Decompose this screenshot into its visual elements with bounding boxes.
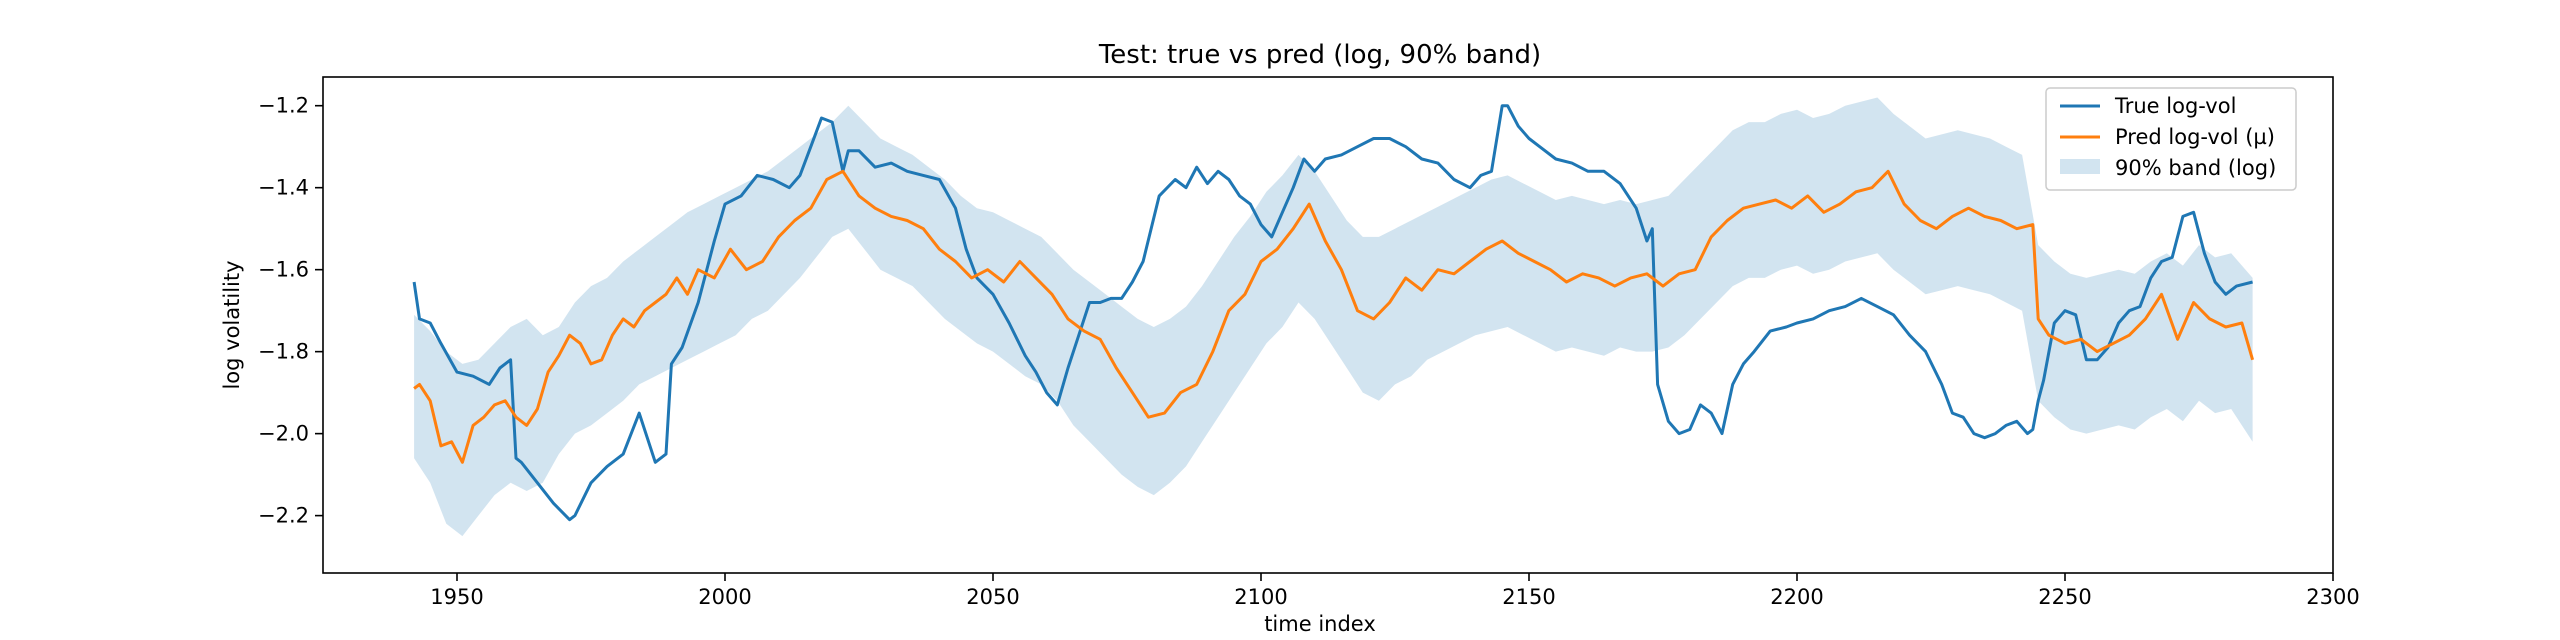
y-tick-label: −2.0 bbox=[258, 422, 309, 446]
x-tick-label: 2050 bbox=[966, 585, 1019, 609]
confidence-band bbox=[414, 97, 2253, 537]
x-axis-label: time index bbox=[1264, 612, 1376, 636]
y-tick-label: −1.6 bbox=[258, 258, 309, 282]
x-tick-label: 2250 bbox=[2038, 585, 2091, 609]
x-tick-label: 2100 bbox=[1234, 585, 1287, 609]
y-axis-label: log volatility bbox=[220, 260, 244, 389]
y-tick-label: −2.2 bbox=[258, 504, 309, 528]
y-tick-label: −1.2 bbox=[258, 94, 309, 118]
legend-box bbox=[2045, 87, 2297, 191]
x-tick-label: 2200 bbox=[1770, 585, 1823, 609]
plot-area bbox=[412, 97, 2255, 537]
x-tick-label: 2000 bbox=[698, 585, 751, 609]
y-tick-label: −1.4 bbox=[258, 176, 309, 200]
chart-title: Test: true vs pred (log, 90% band) bbox=[1098, 40, 1541, 70]
legend-label-band: 90% band (log) bbox=[2115, 156, 2276, 180]
y-axis: −2.2 −2.0 −1.8 −1.6 −1.4 −1.2 bbox=[258, 94, 323, 528]
legend-label-true: True log-vol bbox=[2114, 94, 2236, 118]
legend: True log-vol Pred log-vol (µ) 90% band (… bbox=[2045, 87, 2297, 191]
series-line-true bbox=[412, 104, 2253, 522]
legend-label-pred: Pred log-vol (µ) bbox=[2115, 125, 2275, 149]
x-axis: 1950 2000 2050 2100 2150 2200 2250 2300 bbox=[430, 573, 2360, 609]
x-tick-label: 2300 bbox=[2306, 585, 2359, 609]
axes-frame bbox=[322, 76, 2334, 574]
series-line-pred bbox=[413, 169, 2255, 464]
y-tick-label: −1.8 bbox=[258, 340, 309, 364]
x-tick-label: 2150 bbox=[1502, 585, 1555, 609]
legend-swatch-band bbox=[2060, 159, 2100, 174]
x-tick-label: 1950 bbox=[430, 585, 483, 609]
